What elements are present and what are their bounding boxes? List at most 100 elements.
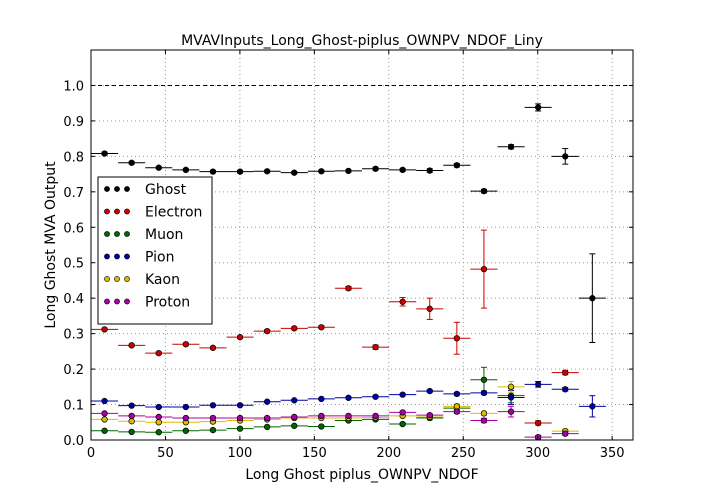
data-point xyxy=(209,414,217,422)
data-point xyxy=(236,334,244,341)
legend-label: Electron xyxy=(145,205,202,221)
x-tick-label: 350 xyxy=(600,446,625,461)
data-point xyxy=(480,410,488,417)
data-point xyxy=(291,413,298,421)
data-point xyxy=(155,403,162,411)
data-point xyxy=(345,394,352,401)
data-point xyxy=(236,168,244,175)
series-electron xyxy=(91,229,579,427)
data-point xyxy=(128,159,135,166)
legend-label: Ghost xyxy=(145,182,187,198)
legend-label: Proton xyxy=(145,295,190,311)
data-point xyxy=(426,412,433,419)
data-point xyxy=(562,430,569,437)
data-point xyxy=(399,391,406,398)
data-point xyxy=(453,403,461,410)
data-point xyxy=(209,344,217,351)
data-point xyxy=(236,425,244,432)
data-point xyxy=(426,167,433,174)
data-layer xyxy=(91,103,606,441)
legend-marker xyxy=(104,208,110,215)
data-point xyxy=(264,414,271,422)
legend-marker xyxy=(104,253,110,260)
data-point xyxy=(372,393,379,400)
data-point xyxy=(372,165,379,172)
data-point xyxy=(562,369,569,376)
data-point xyxy=(236,414,244,422)
data-point xyxy=(128,342,135,349)
legend-marker xyxy=(104,186,110,192)
data-point xyxy=(264,398,271,405)
data-point xyxy=(453,335,461,342)
data-point xyxy=(318,423,325,430)
x-tick-label: 200 xyxy=(376,446,401,461)
data-point xyxy=(128,402,135,409)
data-point xyxy=(453,408,461,415)
data-point xyxy=(291,325,298,332)
legend-marker xyxy=(124,186,130,192)
data-point xyxy=(507,383,515,390)
x-axis-label: Long Ghost piplus_OWNPV_NDOF xyxy=(245,467,478,483)
data-point xyxy=(399,420,406,428)
data-point xyxy=(480,389,488,396)
data-point xyxy=(535,381,542,388)
y-tick-label: 0.4 xyxy=(63,292,84,307)
legend-marker xyxy=(124,208,130,215)
data-point xyxy=(372,343,379,351)
y-axis-label: Long Ghost MVA Output xyxy=(43,161,59,329)
data-point xyxy=(101,410,108,417)
data-point xyxy=(589,295,596,302)
data-point xyxy=(589,403,596,410)
data-point xyxy=(345,285,352,292)
legend-marker xyxy=(114,276,120,282)
data-point xyxy=(480,187,488,195)
ticks: 0 50 100 150 200 250 300 350 0.0 0.1 0.2 0.3 0.4 0.5 0… xyxy=(63,50,633,461)
grid xyxy=(91,50,633,440)
data-point xyxy=(291,422,298,429)
legend: Ghost Electron Muon Pion Kaon Proton xyxy=(97,176,213,325)
legend-marker xyxy=(124,231,130,237)
data-point xyxy=(209,402,217,409)
x-tick-label: 150 xyxy=(302,446,327,461)
y-tick-label: 0.0 xyxy=(63,434,84,449)
legend-marker xyxy=(124,298,130,305)
y-tick-label: 0.9 xyxy=(63,115,84,130)
y-tick-label: 0.5 xyxy=(63,257,84,272)
data-point xyxy=(264,168,271,175)
legend-marker xyxy=(114,231,120,237)
data-point xyxy=(345,412,352,420)
data-point xyxy=(101,326,108,333)
data-point xyxy=(291,397,298,404)
legend-marker xyxy=(124,276,130,282)
x-tick-label: 50 xyxy=(157,446,174,461)
data-point xyxy=(101,427,108,434)
data-point xyxy=(264,423,271,431)
data-point xyxy=(507,143,515,150)
data-point xyxy=(426,387,433,395)
data-point xyxy=(318,395,325,403)
x-tick-label: 100 xyxy=(227,446,252,461)
data-point xyxy=(426,305,433,312)
y-tick-label: 0.8 xyxy=(63,150,84,165)
data-point xyxy=(182,427,190,434)
data-point xyxy=(155,349,162,357)
series-ghost xyxy=(91,103,606,343)
data-point xyxy=(562,153,569,160)
data-point xyxy=(291,169,298,176)
data-point xyxy=(535,104,542,111)
y-tick-label: 1.0 xyxy=(63,79,84,94)
legend-marker xyxy=(104,276,110,282)
data-point xyxy=(209,168,217,175)
data-point xyxy=(264,328,271,335)
data-point xyxy=(182,403,190,411)
data-point xyxy=(318,324,325,331)
y-tick-label: 0.6 xyxy=(63,221,84,236)
data-point xyxy=(128,418,135,425)
y-tick-label: 0.3 xyxy=(63,328,84,343)
legend-marker xyxy=(114,253,120,260)
legend-label: Muon xyxy=(145,227,183,243)
data-point xyxy=(562,386,569,393)
legend-marker xyxy=(104,298,110,305)
series-pion xyxy=(91,381,606,418)
data-point xyxy=(399,409,406,416)
